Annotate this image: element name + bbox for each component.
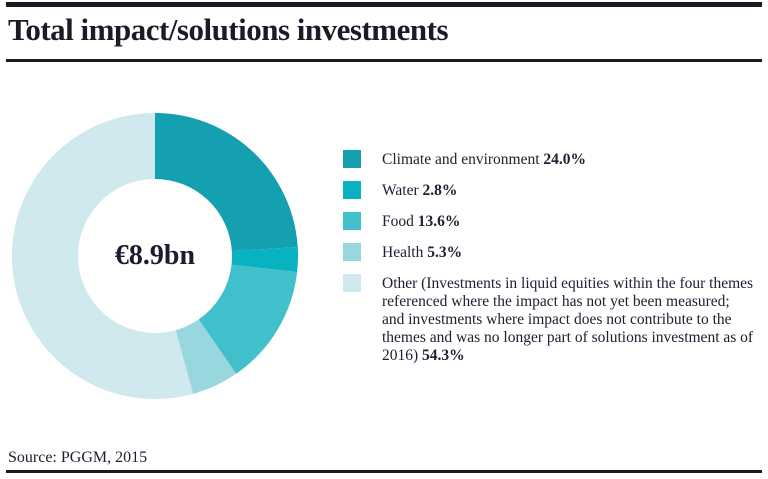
- legend-swatch-water: [343, 181, 361, 199]
- legend-pct: 24.0%: [543, 151, 587, 168]
- legend-label-text: Food: [382, 213, 414, 230]
- legend-pct: 5.3%: [427, 244, 463, 261]
- legend-swatch-food: [343, 212, 361, 230]
- legend-item-climate: Climate and environment 24.0%: [343, 150, 755, 169]
- legend-label-text: Other (Investments in liquid equities wi…: [382, 275, 754, 364]
- legend-label: Food 13.6%: [382, 212, 460, 231]
- donut-segment: [198, 264, 298, 374]
- chart-legend: Climate and environment 24.0% Water 2.8%…: [343, 150, 755, 377]
- legend-label: Water 2.8%: [382, 181, 457, 200]
- legend-swatch-climate: [343, 150, 361, 168]
- legend-pct: 54.3%: [422, 347, 465, 364]
- legend-label: Health 5.3%: [382, 243, 462, 262]
- legend-label-text: Water: [382, 182, 419, 199]
- donut-segment: [11, 113, 194, 400]
- legend-item-water: Water 2.8%: [343, 181, 755, 200]
- donut-chart: €8.9bn: [11, 112, 299, 400]
- legend-label-text: Climate and environment: [382, 151, 540, 168]
- legend-pct: 2.8%: [422, 182, 458, 199]
- source-caption: Source: PGGM, 2015: [8, 449, 148, 466]
- legend-item-other: Other (Investments in liquid equities wi…: [343, 274, 755, 365]
- top-rule: [6, 2, 762, 7]
- donut-segment: [175, 319, 237, 394]
- legend-swatch-other: [343, 274, 361, 292]
- bottom-rule: [6, 470, 762, 473]
- title-rule: [6, 59, 762, 62]
- legend-pct: 13.6%: [417, 213, 461, 230]
- donut-segment: [231, 247, 298, 273]
- page-title: Total impact/solutions investments: [8, 12, 449, 47]
- legend-item-health: Health 5.3%: [343, 243, 755, 262]
- legend-label-text: Health: [382, 244, 424, 261]
- donut-svg: [11, 113, 298, 400]
- donut-segment: [155, 113, 298, 252]
- legend-label: Other (Investments in liquid equities wi…: [382, 274, 755, 365]
- legend-swatch-health: [343, 243, 361, 261]
- legend-label: Climate and environment 24.0%: [382, 150, 586, 169]
- legend-item-food: Food 13.6%: [343, 212, 755, 231]
